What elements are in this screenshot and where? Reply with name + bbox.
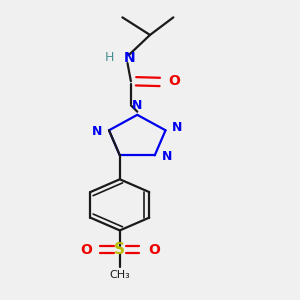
Text: N: N bbox=[124, 51, 136, 65]
Text: N: N bbox=[172, 121, 183, 134]
Text: S: S bbox=[114, 242, 125, 257]
Text: N: N bbox=[161, 150, 172, 164]
Text: O: O bbox=[168, 74, 180, 88]
Text: N: N bbox=[92, 125, 102, 138]
Text: O: O bbox=[80, 243, 92, 256]
Text: H: H bbox=[105, 52, 114, 64]
Text: N: N bbox=[132, 99, 142, 112]
Text: CH₃: CH₃ bbox=[110, 270, 130, 280]
Text: O: O bbox=[148, 243, 160, 256]
